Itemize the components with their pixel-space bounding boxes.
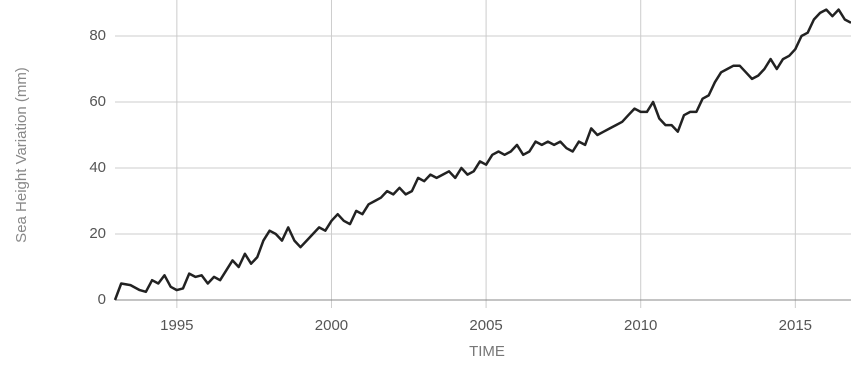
y-tick-label: 40 <box>89 159 106 176</box>
y-tick-label: 60 <box>89 93 106 110</box>
x-tick-label: 1995 <box>160 317 193 334</box>
x-tick-label: 2005 <box>469 317 502 334</box>
y-tick-label: 20 <box>89 225 106 242</box>
x-tick-label: 2000 <box>315 317 348 334</box>
x-tick-label: 2010 <box>624 317 657 334</box>
x-axis-label: TIME <box>469 343 505 360</box>
y-tick-label: 0 <box>98 291 106 308</box>
x-tick-label: 2015 <box>779 317 812 334</box>
data-line <box>113 8 851 301</box>
y-tick-label: 80 <box>89 27 106 44</box>
y-axis-label: Sea Height Variation (mm) <box>13 67 30 243</box>
